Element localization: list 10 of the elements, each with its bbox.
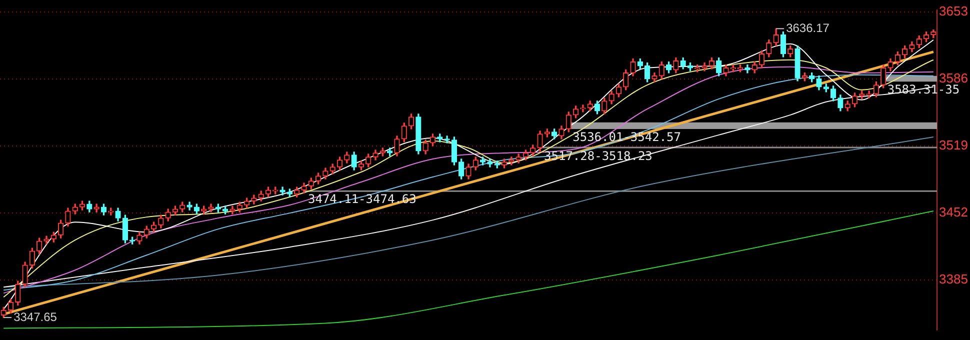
annotation: 3347.65	[14, 310, 58, 324]
y-tick-label: 3519	[939, 138, 968, 153]
candlestick	[580, 104, 586, 112]
candlestick	[444, 136, 450, 144]
annotation: 3636.17	[786, 20, 830, 35]
y-tick-label: 3653	[939, 3, 968, 18]
y-tick-label: 3586	[939, 70, 968, 86]
y-tick-label: 3385	[939, 272, 968, 287]
y-tick-label: 3452	[939, 204, 968, 220]
line-series	[3, 210, 934, 329]
